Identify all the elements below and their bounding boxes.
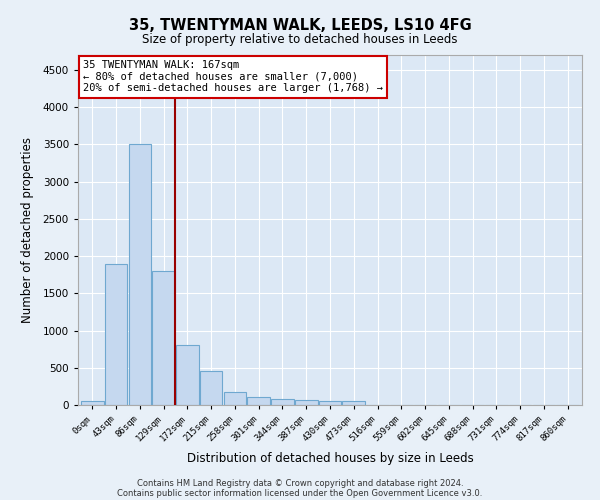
X-axis label: Distribution of detached houses by size in Leeds: Distribution of detached houses by size … (187, 452, 473, 464)
Bar (295, 400, 317, 405)
Bar (319, 401, 341, 405)
Bar (271, 399, 294, 405)
Text: Size of property relative to detached houses in Leeds: Size of property relative to detached ho… (142, 32, 458, 46)
Bar (247, 397, 270, 405)
Text: 35 TWENTYMAN WALK: 167sqm
← 80% of detached houses are smaller (7,000)
20% of se: 35 TWENTYMAN WALK: 167sqm ← 80% of detac… (83, 60, 383, 94)
Bar (200, 372, 223, 405)
Bar (105, 264, 127, 405)
Bar (81, 402, 104, 405)
Text: 35, TWENTYMAN WALK, LEEDS, LS10 4FG: 35, TWENTYMAN WALK, LEEDS, LS10 4FG (128, 18, 472, 32)
Bar (128, 144, 151, 405)
Text: Contains HM Land Registry data © Crown copyright and database right 2024.: Contains HM Land Registry data © Crown c… (137, 478, 463, 488)
Bar (152, 271, 175, 405)
Bar (224, 392, 246, 405)
Text: Contains public sector information licensed under the Open Government Licence v3: Contains public sector information licen… (118, 488, 482, 498)
Y-axis label: Number of detached properties: Number of detached properties (22, 137, 34, 323)
Bar (176, 346, 199, 405)
Bar (343, 402, 365, 405)
